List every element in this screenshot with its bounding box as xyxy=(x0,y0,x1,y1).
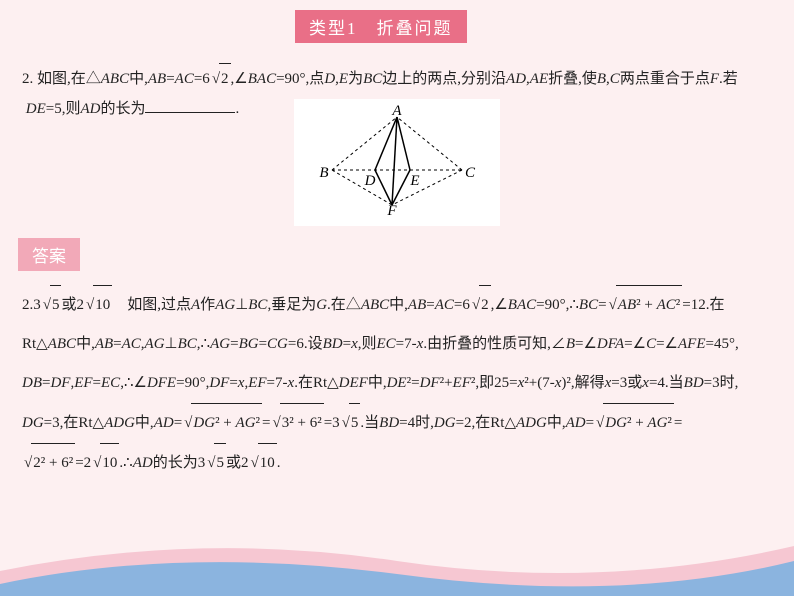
answer-tag: 答案 xyxy=(18,238,80,271)
sqrt-2: 2 xyxy=(210,63,231,94)
label-A: A xyxy=(391,105,402,119)
answer-text: 2.35或210 如图,过点A作AG⊥BC,垂足为G.在△ABC中,AB=AC=… xyxy=(22,285,772,483)
label-D: D xyxy=(364,173,376,189)
q-num: 2. xyxy=(22,71,33,87)
answer-tag-text: 答案 xyxy=(32,247,66,266)
label-C: C xyxy=(465,165,476,181)
decorative-swoop xyxy=(0,526,794,596)
label-B: B xyxy=(319,165,328,181)
category-tag: 类型1 折叠问题 xyxy=(295,10,467,43)
answer-blank xyxy=(145,97,235,113)
label-E: E xyxy=(409,173,419,189)
tag-text: 类型1 折叠问题 xyxy=(309,19,453,38)
label-F: F xyxy=(386,203,397,215)
fold-diagram: A B C D E F xyxy=(312,105,482,215)
figure-box: A B C D E F xyxy=(294,99,500,226)
